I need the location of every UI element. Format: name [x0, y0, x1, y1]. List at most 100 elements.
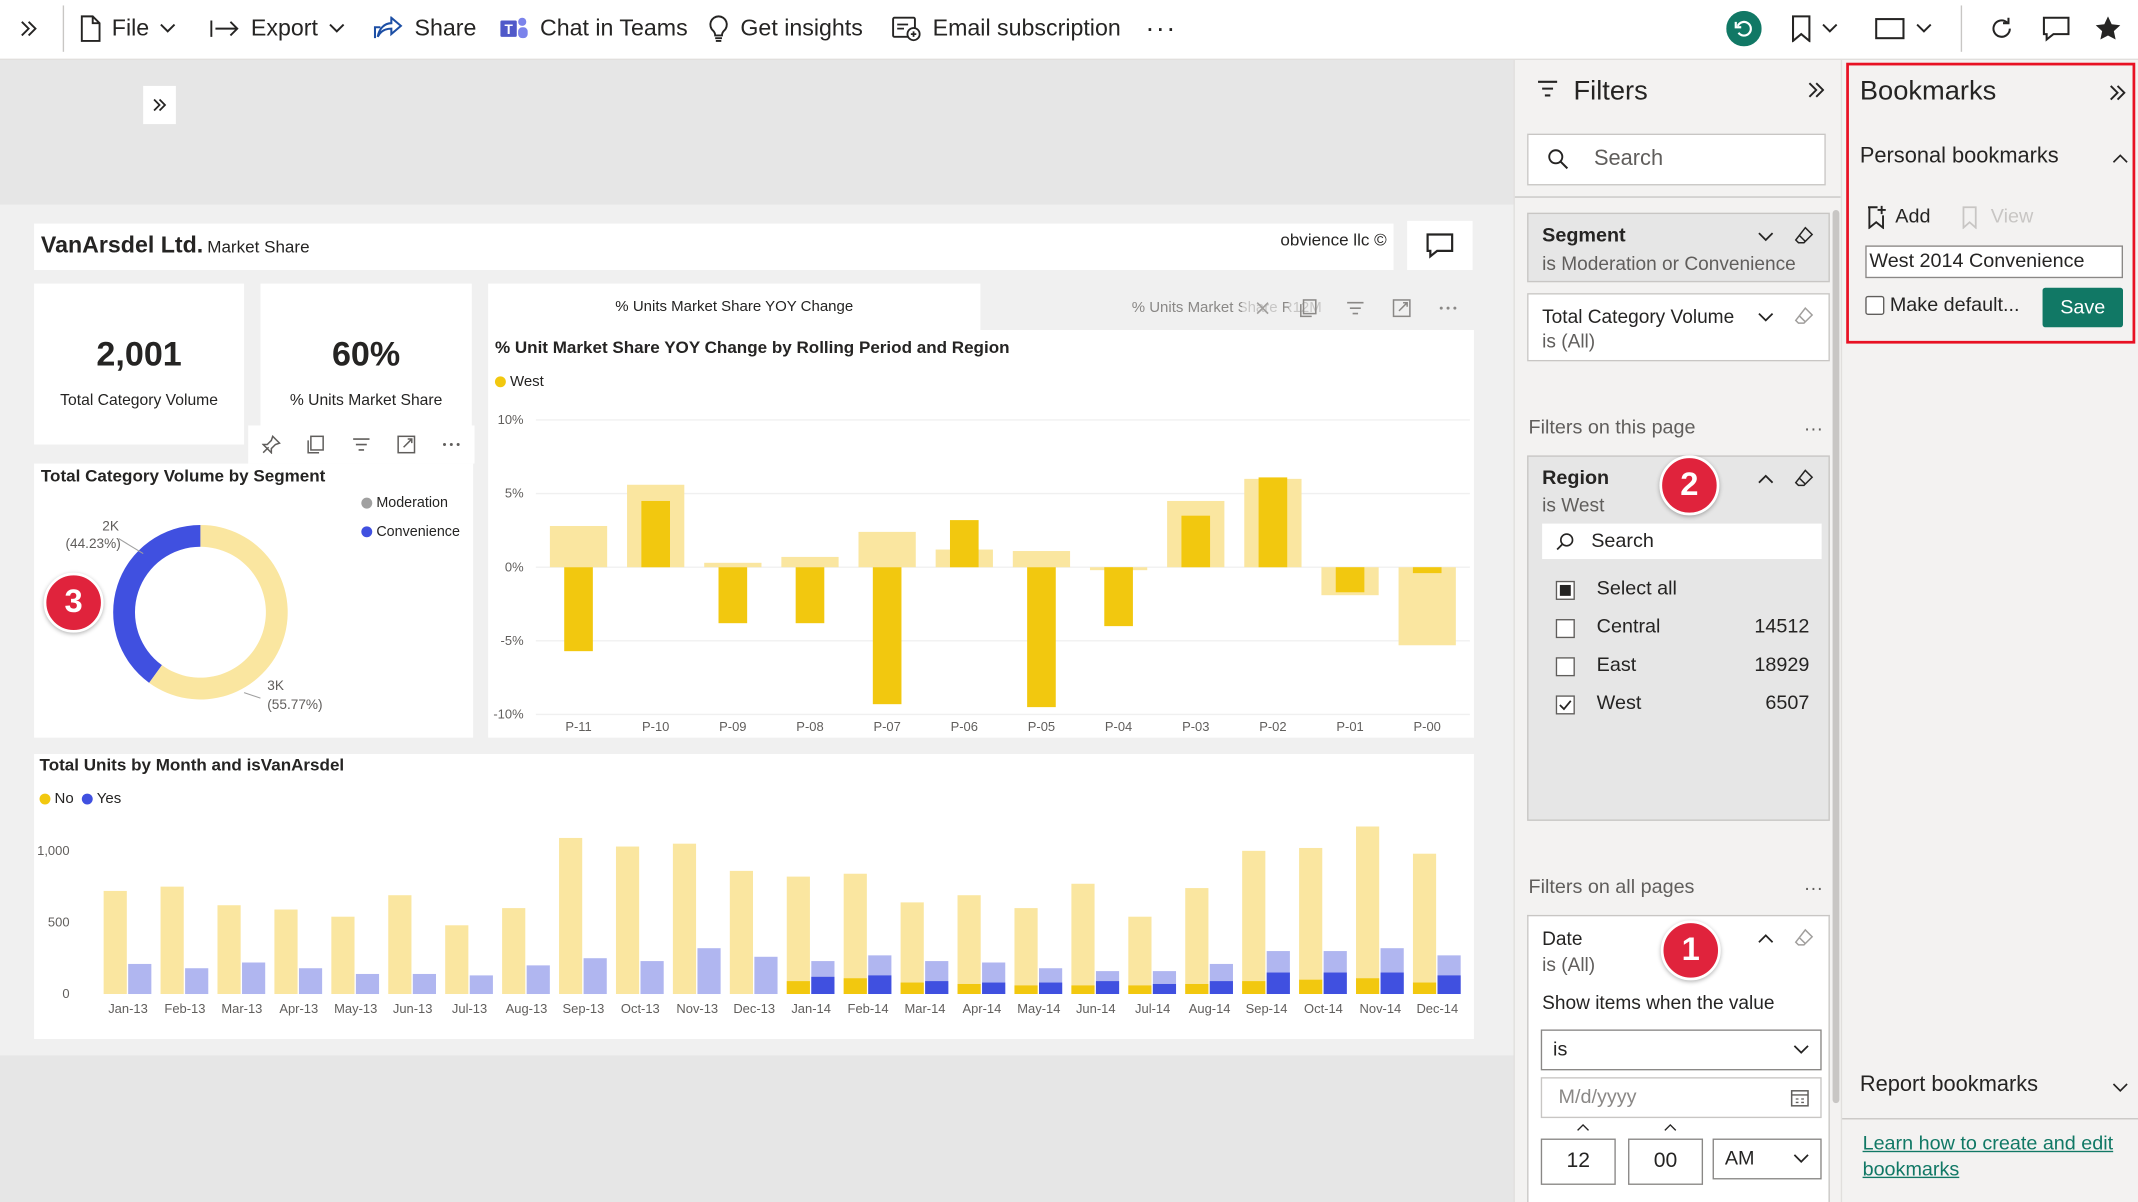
- favorite-button[interactable]: [2094, 0, 2121, 57]
- more-options-icon[interactable]: [442, 435, 461, 454]
- more-options-icon[interactable]: [1427, 289, 1469, 328]
- eraser-icon[interactable]: [1794, 928, 1814, 948]
- add-bookmark-button[interactable]: Add: [1865, 205, 1930, 230]
- all-pages-more-icon[interactable]: ···: [1803, 876, 1824, 899]
- bookmarks-title: Bookmarks: [1859, 76, 1997, 107]
- bookmark-menu[interactable]: [1792, 0, 1838, 57]
- legend-item-no[interactable]: No: [39, 791, 74, 807]
- region-search-input[interactable]: Search: [1542, 523, 1822, 560]
- get-insights-button[interactable]: Get insights: [708, 0, 863, 57]
- bar-no-highlight: [1014, 985, 1038, 995]
- legend-item-west[interactable]: West: [494, 374, 544, 390]
- tab-yoy-change[interactable]: % Units Market Share YOY Change: [488, 283, 981, 330]
- x-tick-label: P-07: [873, 719, 900, 734]
- kpi-card-market-share[interactable]: 60% % Units Market Share: [260, 283, 472, 445]
- filter-card-region[interactable]: Region is West Search Select all Central…: [1527, 455, 1830, 821]
- expand-nav-icon[interactable]: [19, 0, 38, 57]
- units-chart-title: Total Units by Month and isVanArsdel: [39, 755, 345, 775]
- file-menu[interactable]: File: [79, 0, 176, 57]
- page-filters-more-icon[interactable]: ···: [1803, 417, 1824, 440]
- make-default-checkbox[interactable]: Make default...: [1865, 295, 2020, 316]
- filter-state: is Moderation or Convenience: [1542, 252, 1796, 275]
- donut-slice-moderation: [149, 524, 288, 700]
- pin-icon[interactable]: [261, 434, 281, 455]
- personal-bookmarks-heading[interactable]: Personal bookmarks: [1859, 144, 2059, 168]
- chevron-up-icon[interactable]: [2112, 153, 2128, 164]
- collapse-filters-button[interactable]: [1808, 82, 1825, 98]
- comment-icon: [2042, 16, 2070, 42]
- region-item-central[interactable]: Central 14512: [1529, 609, 1829, 647]
- filter-card-total-category-volume[interactable]: Total Category Volume is (All): [1527, 293, 1830, 362]
- hour-input[interactable]: 12: [1540, 1138, 1616, 1185]
- legend-item-moderation[interactable]: Moderation: [361, 495, 448, 511]
- learn-bookmarks-link[interactable]: Learn how to create and edit bookmarks: [1862, 1133, 2114, 1181]
- checkbox-checked[interactable]: [1555, 695, 1575, 715]
- view-bookmarks-button[interactable]: View: [1961, 205, 2033, 230]
- chevron-up-icon[interactable]: [1758, 473, 1774, 484]
- eraser-icon[interactable]: [1794, 469, 1814, 488]
- export-menu[interactable]: Export: [210, 0, 345, 57]
- chevron-down-icon: [1793, 1045, 1809, 1054]
- refresh-button[interactable]: [1988, 0, 2015, 57]
- chevron-down-icon[interactable]: [1758, 232, 1774, 243]
- donut-chart-card[interactable]: Total Category Volume by Segment Moderat…: [34, 463, 474, 738]
- x-tick-label: Jul-14: [1135, 1001, 1170, 1016]
- eraser-icon[interactable]: [1794, 226, 1814, 245]
- hour-up-icon[interactable]: [1576, 1123, 1590, 1132]
- chevron-up-icon[interactable]: [1758, 933, 1774, 944]
- checkbox[interactable]: [1555, 657, 1575, 677]
- collapse-bookmarks-button[interactable]: [2109, 85, 2126, 101]
- region-select-all[interactable]: Select all: [1529, 571, 1829, 609]
- eraser-icon[interactable]: [1794, 307, 1814, 326]
- report-bookmarks-heading[interactable]: Report bookmarks: [1859, 1073, 2039, 1097]
- units-chart-card[interactable]: Total Units by Month and isVanArsdel No …: [34, 754, 1474, 1040]
- bar-no: [957, 895, 981, 995]
- region-item-west[interactable]: West 6507: [1529, 686, 1829, 724]
- kpi-card-volume[interactable]: 2,001 Total Category Volume: [34, 283, 245, 445]
- close-icon[interactable]: [1242, 289, 1284, 328]
- chat-in-teams-button[interactable]: T Chat in Teams: [499, 0, 688, 57]
- bar-no-highlight: [1299, 979, 1323, 995]
- copy-icon[interactable]: [1288, 289, 1330, 328]
- comment-visual-button[interactable]: [1407, 220, 1473, 270]
- copy-icon[interactable]: [306, 435, 325, 454]
- filter-card-segment[interactable]: Segment is Moderation or Convenience: [1527, 212, 1830, 283]
- donut-slice-convenience: [113, 524, 201, 683]
- x-tick-label: P-04: [1105, 719, 1132, 734]
- calendar-icon: [1790, 1090, 1809, 1107]
- reset-button[interactable]: [1726, 0, 1762, 57]
- bookmark-name-input[interactable]: West 2014 Convenience: [1865, 245, 2124, 279]
- comments-button[interactable]: [2041, 0, 2071, 57]
- operator-dropdown[interactable]: is: [1540, 1029, 1822, 1071]
- chevron-down-icon[interactable]: [1758, 312, 1774, 323]
- filter-icon[interactable]: [1334, 289, 1376, 328]
- legend-item-yes[interactable]: Yes: [81, 791, 121, 807]
- minute-up-icon[interactable]: [1663, 1123, 1677, 1132]
- filter-card-date[interactable]: Date is (All) Show items when the value …: [1527, 914, 1830, 1202]
- bar-west: [1104, 567, 1133, 627]
- more-options-button[interactable]: ···: [1145, 12, 1177, 43]
- expand-pages-button[interactable]: [143, 85, 176, 125]
- bar-yes: [469, 975, 493, 995]
- legend-item-convenience[interactable]: Convenience: [361, 524, 460, 540]
- email-subscription-button[interactable]: Email subscription: [892, 0, 1121, 57]
- region-item-east[interactable]: East 18929: [1529, 648, 1829, 686]
- chevron-down-icon[interactable]: [2112, 1083, 2128, 1094]
- bar-west: [1027, 567, 1056, 708]
- share-button[interactable]: Share: [373, 0, 476, 57]
- ampm-dropdown[interactable]: AM: [1712, 1138, 1822, 1180]
- focus-mode-icon[interactable]: [397, 435, 416, 454]
- filters-scrollbar[interactable]: [1832, 209, 1840, 1104]
- y-tick-label: -10%: [493, 707, 524, 722]
- save-bookmark-button[interactable]: Save: [2042, 287, 2124, 328]
- checkbox[interactable]: [1555, 619, 1575, 639]
- view-menu[interactable]: [1875, 0, 1932, 57]
- focus-mode-icon[interactable]: [1381, 289, 1423, 328]
- filters-search-input[interactable]: Search: [1527, 133, 1826, 186]
- checkbox[interactable]: [1865, 295, 1885, 315]
- date-input[interactable]: M/d/yyyy: [1540, 1077, 1822, 1119]
- get-insights-label: Get insights: [740, 14, 863, 41]
- checkbox-partial[interactable]: [1555, 580, 1575, 600]
- filter-icon[interactable]: [352, 435, 371, 454]
- minute-input[interactable]: 00: [1628, 1138, 1704, 1185]
